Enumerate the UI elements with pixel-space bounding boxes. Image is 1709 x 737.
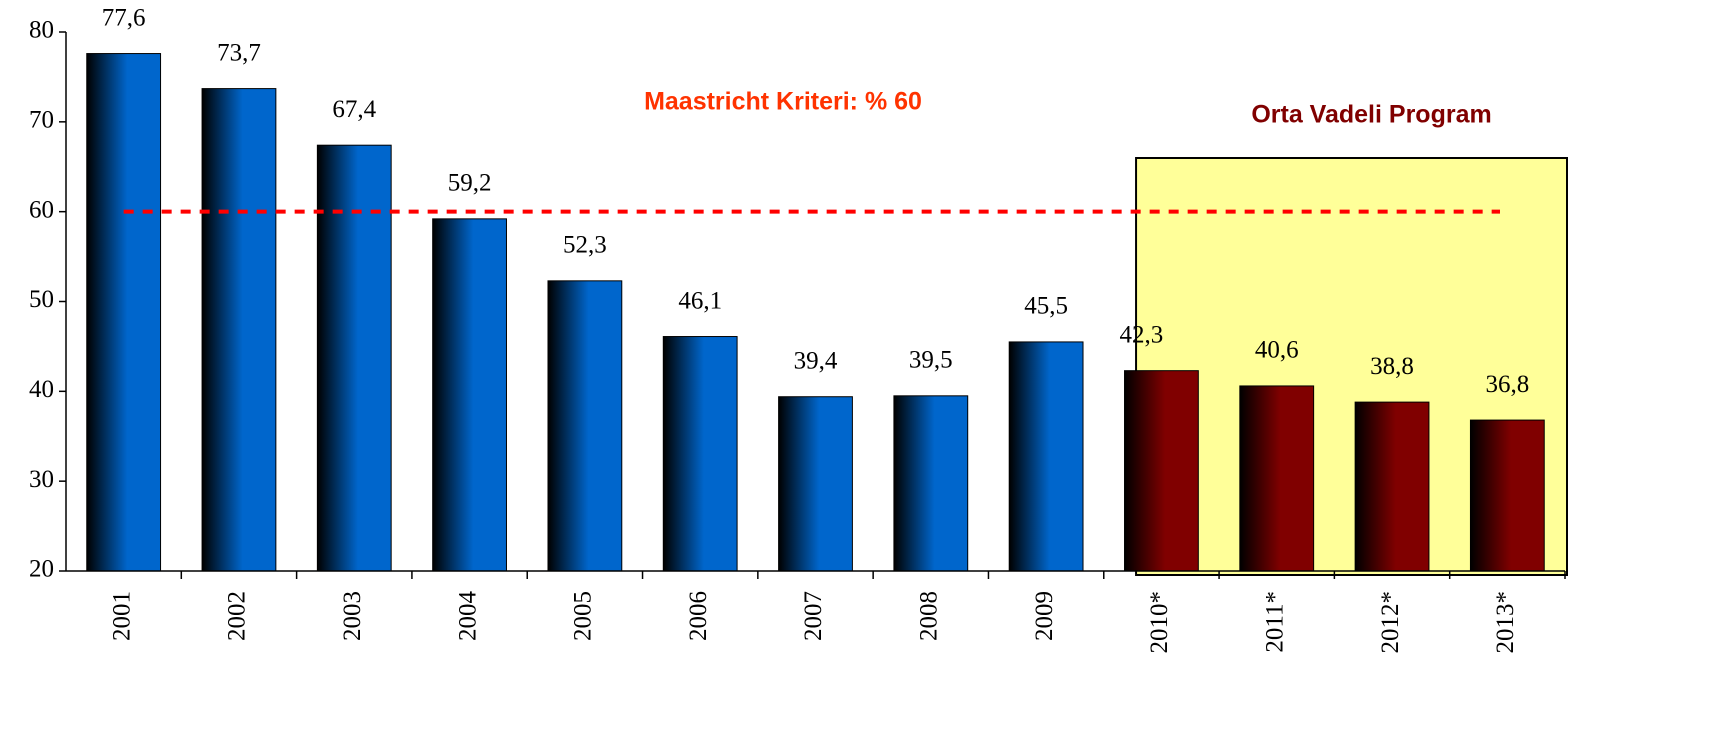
y-tick-label: 60: [29, 196, 54, 223]
value-label: 42,3: [1120, 321, 1164, 348]
highlight-label: Orta Vadeli Program: [1251, 101, 1491, 129]
value-label: 45,5: [1024, 293, 1068, 320]
value-label: 40,6: [1255, 337, 1299, 364]
bar: [1239, 385, 1315, 572]
bar: [547, 280, 623, 572]
x-tick-label: 2008: [916, 591, 943, 641]
x-tick-label: 2013*: [1492, 591, 1519, 654]
value-label: 77,6: [102, 4, 146, 31]
bar: [1008, 341, 1084, 572]
x-tick-label: 2006: [685, 591, 712, 641]
bar: [1124, 370, 1199, 572]
x-tick-label: 2001: [108, 591, 135, 641]
x-tick-label: 2010*: [1146, 591, 1173, 654]
value-label: 59,2: [448, 170, 492, 197]
x-tick-label: 2012*: [1377, 591, 1404, 654]
x-tick-label: 2009: [1031, 591, 1058, 641]
y-tick-label: 80: [29, 17, 54, 44]
value-label: 36,8: [1485, 371, 1529, 398]
bar: [893, 395, 969, 572]
value-label: 39,5: [909, 347, 953, 374]
x-tick-label: 2003: [339, 591, 366, 641]
bar: [1469, 419, 1545, 572]
x-tick-label: 2002: [224, 591, 251, 641]
value-label: 73,7: [217, 39, 261, 66]
x-tick-label: 2007: [800, 591, 827, 641]
y-tick-label: 50: [29, 286, 54, 313]
reference-label: Maastricht Kriteri: % 60: [644, 88, 922, 116]
y-tick-label: 20: [29, 556, 54, 583]
value-label: 52,3: [563, 232, 607, 259]
bar: [432, 218, 507, 572]
x-tick-label: 2004: [454, 591, 481, 642]
x-tick-label: 2005: [570, 591, 597, 641]
bar: [1354, 401, 1430, 572]
value-label: 38,8: [1370, 353, 1414, 380]
value-label: 46,1: [678, 287, 722, 314]
bar: [86, 53, 162, 572]
value-label: 67,4: [332, 96, 376, 123]
x-tick-label: 2011*: [1261, 591, 1288, 653]
y-tick-label: 70: [29, 107, 54, 134]
y-tick-label: 40: [29, 376, 54, 403]
bar: [662, 336, 738, 572]
y-tick-label: 30: [29, 466, 54, 493]
bar: [316, 144, 392, 572]
bar: [201, 88, 277, 572]
value-label: 39,4: [794, 347, 838, 374]
bar: [778, 396, 853, 572]
